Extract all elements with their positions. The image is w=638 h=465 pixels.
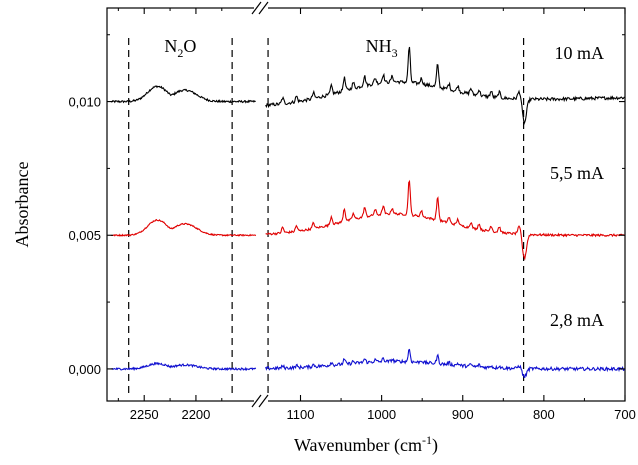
y-tick-label: 0,010	[68, 95, 101, 110]
x-tick-label: 700	[614, 407, 636, 422]
series-line-n2o-region	[110, 361, 257, 372]
bottom-break-slash	[258, 394, 269, 408]
plot-frame	[106, 1, 626, 408]
y-tick-label: 0,000	[68, 362, 101, 377]
region-label: N2O	[164, 36, 196, 60]
spectra-series	[110, 46, 626, 379]
y-axis-title: Absorbance	[12, 162, 32, 248]
series-line-nh3-region	[265, 179, 625, 261]
series-line-nh3-region	[265, 348, 626, 379]
plot-border	[106, 7, 626, 402]
top-break-slash	[251, 1, 262, 15]
series-label: 10 mA	[555, 43, 605, 63]
x-tick-label: 1100	[287, 407, 315, 422]
x-tick-label: 1000	[367, 407, 396, 422]
x-tick-label: 2250	[130, 407, 159, 422]
labels: Wavenumber (cm-1) Absorbance N2O NH3 10 mA 5,…	[12, 36, 604, 456]
region-label: NH3	[366, 36, 398, 60]
x-axis-title: Wavenumber (cm-1)	[294, 433, 438, 456]
x-tick-label: 2200	[181, 407, 210, 422]
series-line-n2o-region	[110, 218, 257, 237]
series-line-nh3-region	[265, 46, 625, 126]
bottom-break-slash	[251, 394, 262, 408]
y-tick-label: 0,005	[68, 228, 101, 243]
bottom-axis-break-gap	[254, 398, 268, 404]
series-label: 2,8 mA	[550, 310, 604, 330]
series-line-n2o-region	[110, 85, 256, 104]
top-axis-break-gap	[254, 5, 268, 11]
series-label: 5,5 mA	[550, 163, 604, 183]
x-tick-label: 800	[533, 407, 555, 422]
axes: 2250 2200 1100 1000 900 800 700 0,000 0,005 0,010	[68, 8, 636, 422]
x-tick-label: 900	[452, 407, 474, 422]
top-break-slash	[258, 1, 269, 15]
